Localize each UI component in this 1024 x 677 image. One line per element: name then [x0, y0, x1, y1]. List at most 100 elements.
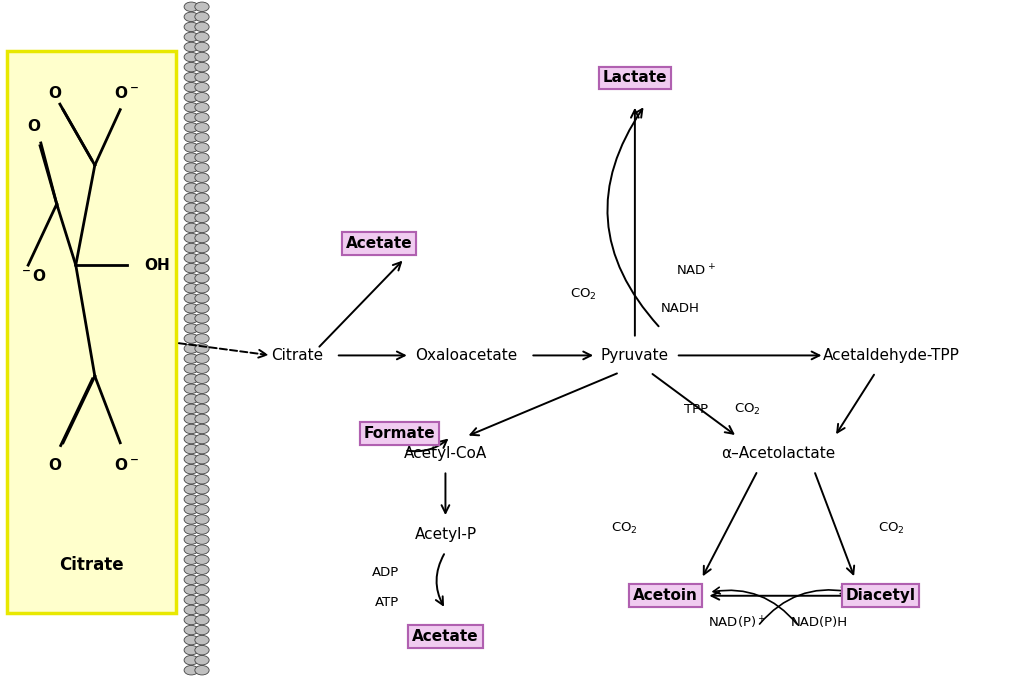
Circle shape: [184, 284, 199, 293]
Circle shape: [195, 143, 209, 152]
Circle shape: [184, 364, 199, 374]
Circle shape: [195, 394, 209, 403]
Text: Acetate: Acetate: [345, 236, 413, 251]
Circle shape: [184, 665, 199, 675]
Circle shape: [184, 203, 199, 213]
Circle shape: [195, 2, 209, 12]
Circle shape: [195, 103, 209, 112]
Circle shape: [195, 525, 209, 534]
Circle shape: [184, 52, 199, 62]
Circle shape: [184, 22, 199, 32]
Circle shape: [184, 575, 199, 584]
Circle shape: [184, 112, 199, 122]
Circle shape: [195, 504, 209, 514]
Circle shape: [184, 263, 199, 273]
Circle shape: [195, 42, 209, 51]
Circle shape: [195, 123, 209, 132]
Circle shape: [195, 655, 209, 665]
Circle shape: [195, 344, 209, 353]
Circle shape: [184, 93, 199, 102]
Text: $\mathbf{O^-}$: $\mathbf{O^-}$: [114, 457, 139, 473]
Circle shape: [184, 234, 199, 242]
Circle shape: [184, 294, 199, 303]
Text: CO$_2$: CO$_2$: [611, 521, 638, 536]
FancyBboxPatch shape: [7, 51, 176, 613]
Text: $\mathbf{^-O}$: $\mathbf{^-O}$: [18, 268, 47, 284]
Circle shape: [195, 193, 209, 202]
Circle shape: [195, 294, 209, 303]
Circle shape: [195, 444, 209, 454]
Circle shape: [184, 303, 199, 313]
Text: TPP: TPP: [684, 403, 709, 416]
Circle shape: [195, 153, 209, 162]
Text: NAD(P)H: NAD(P)H: [791, 616, 848, 630]
Circle shape: [184, 313, 199, 323]
Circle shape: [184, 495, 199, 504]
Circle shape: [195, 555, 209, 565]
Text: Citrate: Citrate: [271, 348, 323, 363]
Circle shape: [184, 585, 199, 594]
Circle shape: [195, 645, 209, 655]
Circle shape: [195, 424, 209, 434]
Circle shape: [184, 485, 199, 494]
Circle shape: [184, 414, 199, 424]
Text: ATP: ATP: [375, 596, 399, 609]
Circle shape: [184, 62, 199, 72]
Circle shape: [184, 123, 199, 132]
Text: $\mathbf{O}$: $\mathbf{O}$: [48, 457, 62, 473]
Text: Lactate: Lactate: [603, 70, 667, 85]
Circle shape: [184, 504, 199, 514]
Circle shape: [195, 626, 209, 635]
Circle shape: [195, 404, 209, 414]
Circle shape: [195, 495, 209, 504]
Text: Lactate: Lactate: [603, 70, 667, 85]
Circle shape: [184, 354, 199, 364]
Circle shape: [184, 163, 199, 173]
Circle shape: [195, 234, 209, 242]
Circle shape: [184, 384, 199, 393]
Circle shape: [184, 464, 199, 474]
Circle shape: [184, 12, 199, 22]
Circle shape: [184, 83, 199, 92]
Circle shape: [195, 635, 209, 645]
Circle shape: [184, 153, 199, 162]
Circle shape: [195, 52, 209, 62]
Circle shape: [195, 284, 209, 293]
Circle shape: [195, 435, 209, 443]
Circle shape: [184, 645, 199, 655]
Circle shape: [195, 585, 209, 594]
Text: Acetyl-P: Acetyl-P: [415, 527, 476, 542]
Circle shape: [195, 203, 209, 213]
Circle shape: [195, 213, 209, 223]
Circle shape: [184, 535, 199, 544]
Circle shape: [184, 274, 199, 283]
Circle shape: [195, 535, 209, 544]
Circle shape: [195, 575, 209, 584]
Circle shape: [184, 525, 199, 534]
Circle shape: [184, 555, 199, 565]
Circle shape: [195, 62, 209, 72]
Circle shape: [195, 374, 209, 383]
Circle shape: [195, 334, 209, 343]
Circle shape: [184, 424, 199, 434]
Text: Acetyl-CoA: Acetyl-CoA: [403, 446, 487, 461]
Circle shape: [184, 565, 199, 574]
Circle shape: [184, 2, 199, 12]
Circle shape: [184, 635, 199, 645]
Circle shape: [184, 213, 199, 223]
Circle shape: [184, 253, 199, 263]
Circle shape: [195, 303, 209, 313]
Circle shape: [184, 32, 199, 42]
Circle shape: [184, 72, 199, 82]
Circle shape: [184, 143, 199, 152]
Circle shape: [195, 464, 209, 474]
Circle shape: [195, 475, 209, 484]
Circle shape: [195, 605, 209, 615]
Circle shape: [195, 163, 209, 173]
Circle shape: [195, 83, 209, 92]
Text: Citrate: Citrate: [59, 556, 124, 574]
Circle shape: [195, 595, 209, 605]
Text: CO$_2$: CO$_2$: [570, 287, 597, 302]
Circle shape: [195, 565, 209, 574]
Circle shape: [184, 454, 199, 464]
